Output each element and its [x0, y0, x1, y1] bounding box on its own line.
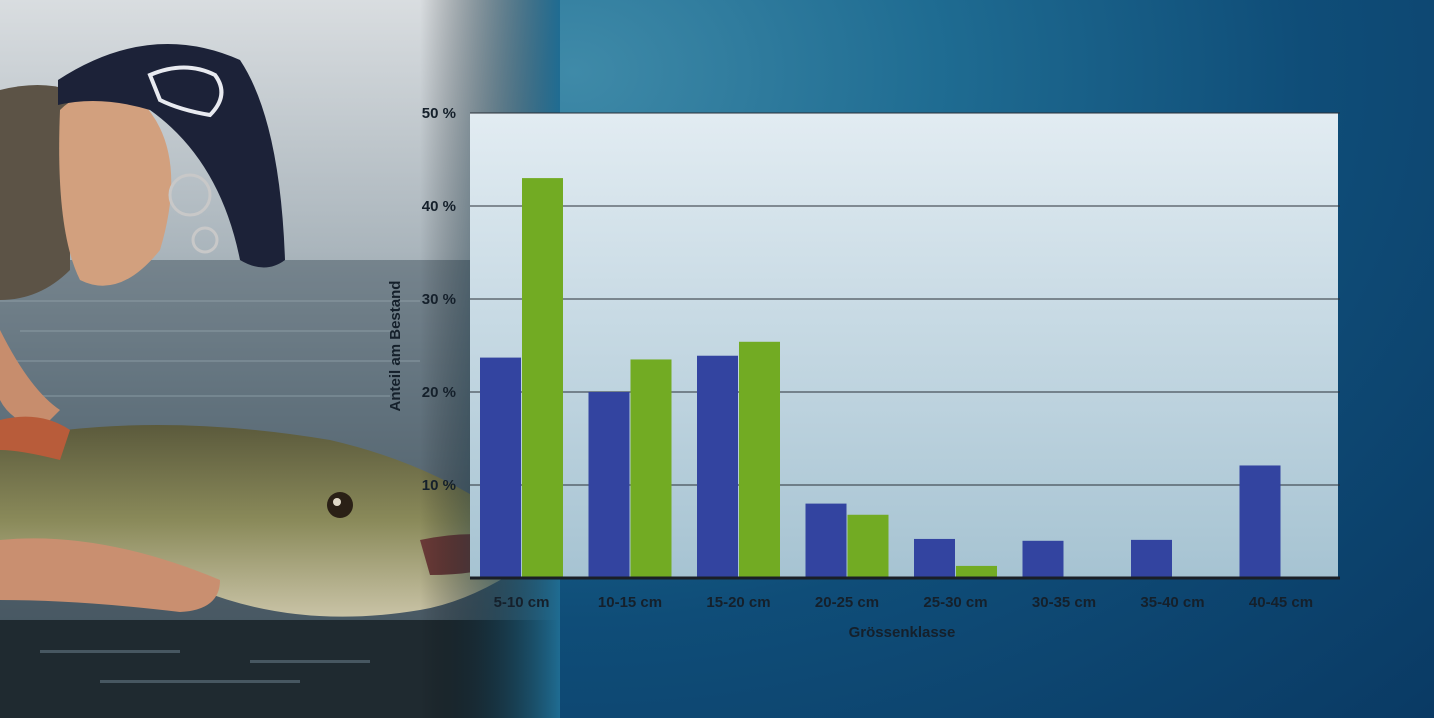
bar: [805, 503, 847, 578]
y-tick-label: 30 %: [422, 291, 456, 308]
y-tick-label: 10 %: [422, 477, 456, 494]
bar: [588, 392, 630, 578]
angler-with-pike-photo: [0, 0, 560, 718]
bar: [956, 565, 997, 578]
bar: [630, 359, 672, 578]
x-tick-label: 40-45 cm: [1249, 594, 1313, 611]
bar: [739, 341, 780, 578]
bar: [847, 514, 889, 578]
x-tick-label: 25-30 cm: [923, 594, 987, 611]
x-tick-label: 5-10 cm: [494, 594, 550, 611]
x-tick-label: 10-15 cm: [598, 594, 662, 611]
bar: [697, 355, 738, 578]
bar: [914, 538, 955, 578]
bar: [522, 178, 563, 578]
x-tick-label: 30-35 cm: [1032, 594, 1096, 611]
y-axis-title: Anteil am Bestand: [387, 281, 404, 412]
x-axis-title: Grössenklasse: [849, 624, 956, 641]
x-tick-label: 35-40 cm: [1140, 594, 1204, 611]
x-tick-label: 20-25 cm: [815, 594, 879, 611]
y-tick-label: 50 %: [422, 105, 456, 122]
y-tick-label: 40 %: [422, 198, 456, 215]
bar: [480, 357, 521, 578]
y-tick-label: 20 %: [422, 384, 456, 401]
bar: [1131, 539, 1172, 578]
bar: [1239, 465, 1281, 578]
x-tick-label: 15-20 cm: [706, 594, 770, 611]
bar: [1022, 540, 1064, 578]
